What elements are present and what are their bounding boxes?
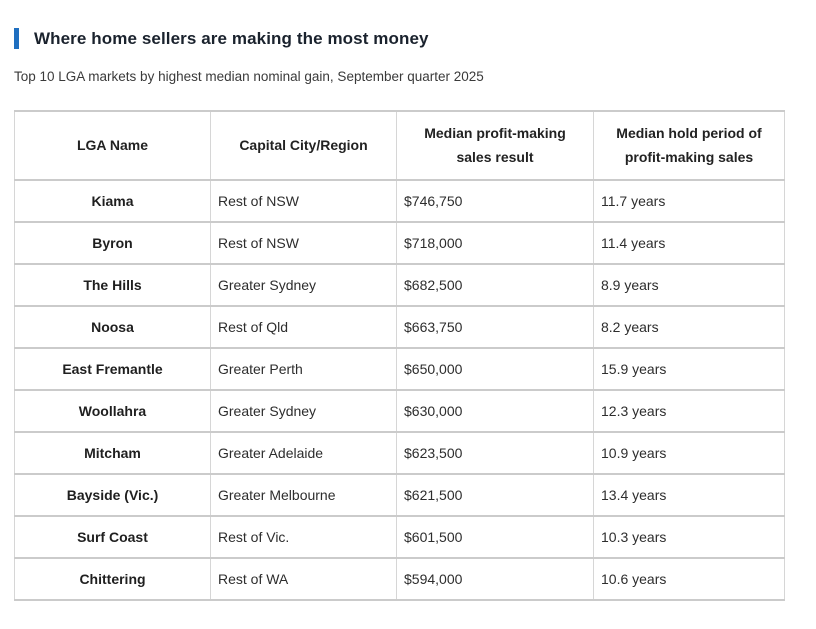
hold-period-cell: 11.7 years (593, 179, 785, 223)
region-cell: Greater Adelaide (210, 431, 397, 475)
region-cell: Greater Sydney (210, 263, 397, 307)
title-accent-bar (14, 28, 19, 49)
lga-name-cell: Noosa (14, 305, 211, 349)
region-cell: Rest of WA (210, 557, 397, 601)
column-header-region-cell: Capital City/Region (210, 110, 397, 181)
figure-container: Where home sellers are making the most m… (14, 28, 816, 601)
page-subtitle: Top 10 LGA markets by highest median nom… (14, 69, 484, 84)
table-row: The Hills Greater Sydney $682,500 8.9 years (14, 263, 785, 307)
profit-result-cell: $594,000 (396, 557, 594, 601)
hold-period-cell: 12.3 years (593, 389, 785, 433)
column-header-profit-result-cell: Median profit-making sales result (396, 110, 594, 181)
column-header-lga-name-cell: LGA Name (14, 110, 211, 181)
region-cell: Rest of Qld (210, 305, 397, 349)
table-row: Woollahra Greater Sydney $630,000 12.3 year… (14, 389, 785, 433)
hold-period-cell: 15.9 years (593, 347, 785, 391)
hold-period-cell: 8.2 years (593, 305, 785, 349)
table-row: Bayside (Vic.) Greater Melbourne $621,500 1… (14, 473, 785, 517)
profit-result-cell: $601,500 (396, 515, 594, 559)
profit-result-cell: $630,000 (396, 389, 594, 433)
table-row: East Fremantle Greater Perth $650,000 15.9 … (14, 347, 785, 391)
lga-name-cell: Byron (14, 221, 211, 265)
hold-period-cell: 10.3 years (593, 515, 785, 559)
profit-result-cell: $623,500 (396, 431, 594, 475)
hold-period-cell: 11.4 years (593, 221, 785, 265)
table-row: Surf Coast Rest of Vic. $601,500 10.3 years (14, 515, 785, 559)
profit-result-cell: $682,500 (396, 263, 594, 307)
region-cell: Greater Melbourne (210, 473, 397, 517)
lga-name-cell: Bayside (Vic.) (14, 473, 211, 517)
table-row: Noosa Rest of Qld $663,750 8.2 years (14, 305, 785, 349)
hold-period-cell: 10.6 years (593, 557, 785, 601)
table-header: LGA Name Capital City/Region Median profit… (14, 110, 785, 181)
lga-name-cell: Woollahra (14, 389, 211, 433)
lga-gains-table: LGA Name Capital City/Region Median profit… (14, 110, 785, 601)
profit-result-cell: $746,750 (396, 179, 594, 223)
region-cell: Rest of Vic. (210, 515, 397, 559)
table-row: Kiama Rest of NSW $746,750 11.7 years (14, 179, 785, 223)
lga-name-cell: The Hills (14, 263, 211, 307)
hold-period-cell: 10.9 years (593, 431, 785, 475)
table-row: Chittering Rest of WA $594,000 10.6 years (14, 557, 785, 601)
lga-name-cell: Mitcham (14, 431, 211, 475)
region-cell: Greater Sydney (210, 389, 397, 433)
profit-result-cell: $650,000 (396, 347, 594, 391)
profit-result-cell: $663,750 (396, 305, 594, 349)
region-cell: Rest of NSW (210, 179, 397, 223)
lga-name-cell: Surf Coast (14, 515, 211, 559)
title-row: Where home sellers are making the most m… (14, 28, 816, 49)
lga-name-cell: East Fremantle (14, 347, 211, 391)
table-row: Mitcham Greater Adelaide $623,500 10.9 year… (14, 431, 785, 475)
hold-period-cell: 13.4 years (593, 473, 785, 517)
column-header-hold-period-cell: Median hold period of profit-making sale… (593, 110, 785, 181)
region-cell: Greater Perth (210, 347, 397, 391)
table-header-row: LGA Name Capital City/Region Median profit… (14, 110, 785, 181)
table-body: Kiama Rest of NSW $746,750 11.7 years Byron R… (14, 179, 785, 601)
lga-name-cell: Kiama (14, 179, 211, 223)
lga-name-cell: Chittering (14, 557, 211, 601)
table-row: Byron Rest of NSW $718,000 11.4 years (14, 221, 785, 265)
page-title: Where home sellers are making the most m… (34, 28, 429, 48)
hold-period-cell: 8.9 years (593, 263, 785, 307)
region-cell: Rest of NSW (210, 221, 397, 265)
profit-result-cell: $718,000 (396, 221, 594, 265)
profit-result-cell: $621,500 (396, 473, 594, 517)
